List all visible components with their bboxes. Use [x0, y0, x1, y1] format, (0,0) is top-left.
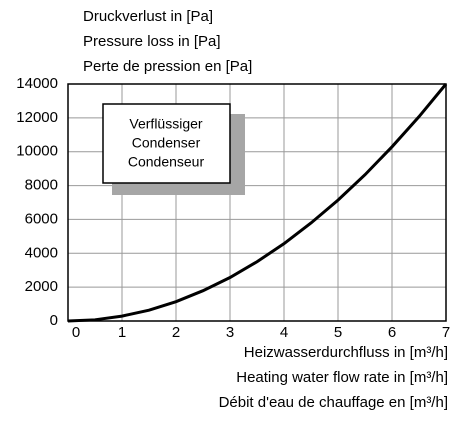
x-tick-label: 7 [442, 324, 450, 341]
line [67, 83, 448, 323]
legend-label: Condenseur [128, 154, 205, 170]
y-tick-label: 8000 [25, 177, 58, 194]
x-tick-label: 5 [334, 324, 342, 341]
y-tick-label: 14000 [16, 75, 58, 92]
x-tick-label: 1 [118, 324, 126, 341]
x-tick-label: 6 [388, 324, 396, 341]
y-tick-label: 4000 [25, 244, 58, 261]
y-tick-label: 0 [50, 312, 58, 329]
plot-frame [67, 83, 447, 322]
x-axis-label: Heizwasserdurchfluss in [m³/h] [244, 344, 448, 361]
x-tick-label: 0 [72, 324, 80, 341]
legend: Verflüssiger Condenser Condenseur [102, 103, 245, 195]
x-tick-label: 4 [280, 324, 288, 341]
legend-box [102, 103, 231, 184]
x-axis-label: Heating water flow rate in [m³/h] [236, 369, 448, 386]
y-tick-label: 10000 [16, 143, 58, 160]
y-axis-label: Perte de pression en [Pa] [83, 58, 252, 75]
x-tick-label: 3 [226, 324, 234, 341]
y-tick-label: 2000 [25, 278, 58, 295]
y-tick-label: 12000 [16, 109, 58, 126]
y-axis-label: Pressure loss in [Pa] [83, 33, 221, 50]
legend-label: Verflüssiger [129, 116, 202, 132]
y-tick-label: 6000 [25, 210, 58, 227]
legend-label: Condenser [132, 135, 201, 151]
x-tick-label: 2 [172, 324, 180, 341]
y-axis-label: Druckverlust in [Pa] [83, 8, 213, 25]
x-axis-label: Débit d'eau de chauffage en [m³/h] [219, 394, 448, 411]
